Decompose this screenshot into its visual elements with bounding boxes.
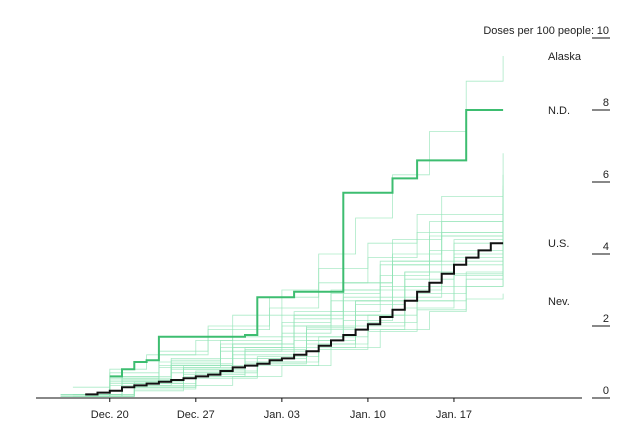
x-tick-label-0: Dec. 20 <box>91 409 129 421</box>
end-label-alaska: Alaska <box>548 51 582 63</box>
y-tick-label-10: 10 <box>597 25 609 37</box>
highlighted-lines <box>85 109 504 396</box>
x-tick-label-4: Jan. 17 <box>436 409 472 421</box>
y-gridlines <box>592 37 610 399</box>
end-label-us: U.S. <box>548 238 569 250</box>
highlight-line-us <box>85 242 504 396</box>
state-line-5 <box>72 210 504 397</box>
end-label-nev: Nev. <box>548 296 570 308</box>
state-line-12 <box>72 268 504 397</box>
state-line-16 <box>60 254 504 397</box>
state-line-7 <box>85 225 504 397</box>
x-tick-label-1: Dec. 27 <box>177 409 215 421</box>
y-tick-label-2: 2 <box>603 313 609 325</box>
state-line-19 <box>72 189 504 395</box>
state-line-1 <box>85 293 504 397</box>
y-tick-label-8: 8 <box>603 97 609 109</box>
x-tick-label-2: Jan. 03 <box>264 409 300 421</box>
y-tick-label-6: 6 <box>603 169 609 181</box>
end-label-nd: N.D. <box>548 105 570 117</box>
y-tick-label-4: 4 <box>603 241 609 253</box>
highlight-line-nd <box>109 109 504 378</box>
y-axis-label: Doses per 100 people: <box>483 25 594 37</box>
y-tick-labels: 0 2 4 6 8 10 <box>597 25 609 397</box>
series-end-labels: N.D. U.S. Alaska Nev. <box>548 51 582 308</box>
y-tick-label-0: 0 <box>603 385 609 397</box>
state-lines <box>60 56 504 397</box>
state-line-22 <box>72 228 504 395</box>
state-line-4 <box>72 196 504 395</box>
x-tick-label-3: Jan. 10 <box>350 409 386 421</box>
state-line-3 <box>60 174 504 395</box>
state-line-20 <box>60 221 504 397</box>
x-tick-labels: Dec. 20 Dec. 27 Jan. 03 Jan. 10 Jan. 17 <box>91 398 472 421</box>
